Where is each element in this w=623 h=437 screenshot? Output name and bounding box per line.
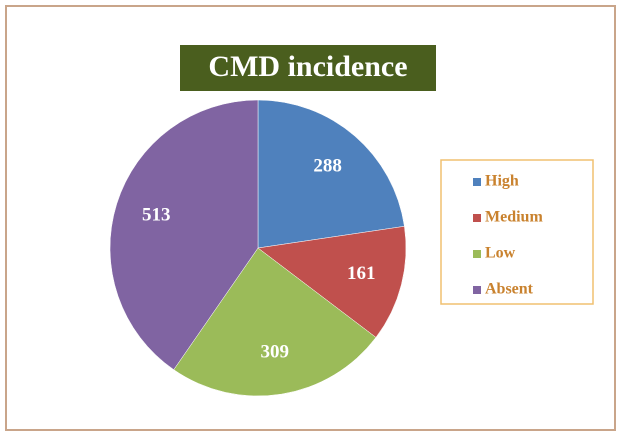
- legend-label: Medium: [485, 209, 543, 226]
- chart-title: CMD incidence: [208, 50, 407, 83]
- legend-label: Absent: [485, 281, 534, 298]
- legend-label: Low: [485, 245, 516, 262]
- legend-swatch: [473, 286, 481, 294]
- legend-box: [440, 159, 594, 305]
- data-label: 161: [347, 263, 376, 284]
- pie-slice: [109, 99, 259, 371]
- title-box: [180, 45, 436, 91]
- legend-swatch: [473, 214, 481, 222]
- legend-swatch: [473, 178, 481, 186]
- pie-slice: [257, 226, 407, 338]
- legend-label: High: [485, 173, 519, 190]
- pie-slice: [257, 99, 405, 249]
- data-label: 309: [261, 342, 290, 363]
- pie-slice: [173, 247, 377, 397]
- data-label: 513: [142, 205, 171, 226]
- data-label: 288: [313, 156, 342, 177]
- legend-swatch: [473, 250, 481, 258]
